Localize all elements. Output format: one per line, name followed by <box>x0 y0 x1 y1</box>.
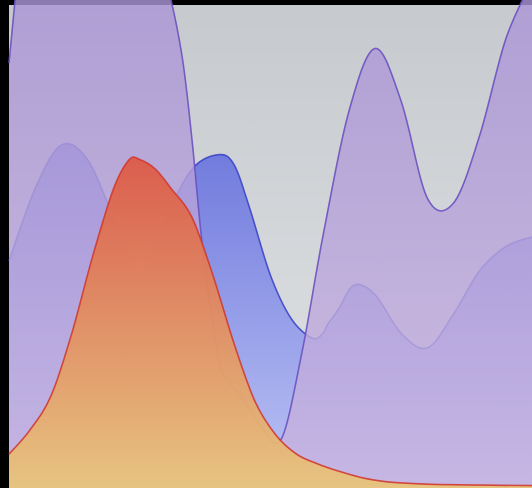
series-3-area <box>9 157 532 488</box>
series-3 <box>8 156 532 488</box>
series-layer <box>8 0 532 488</box>
series-3-line <box>8 156 532 487</box>
